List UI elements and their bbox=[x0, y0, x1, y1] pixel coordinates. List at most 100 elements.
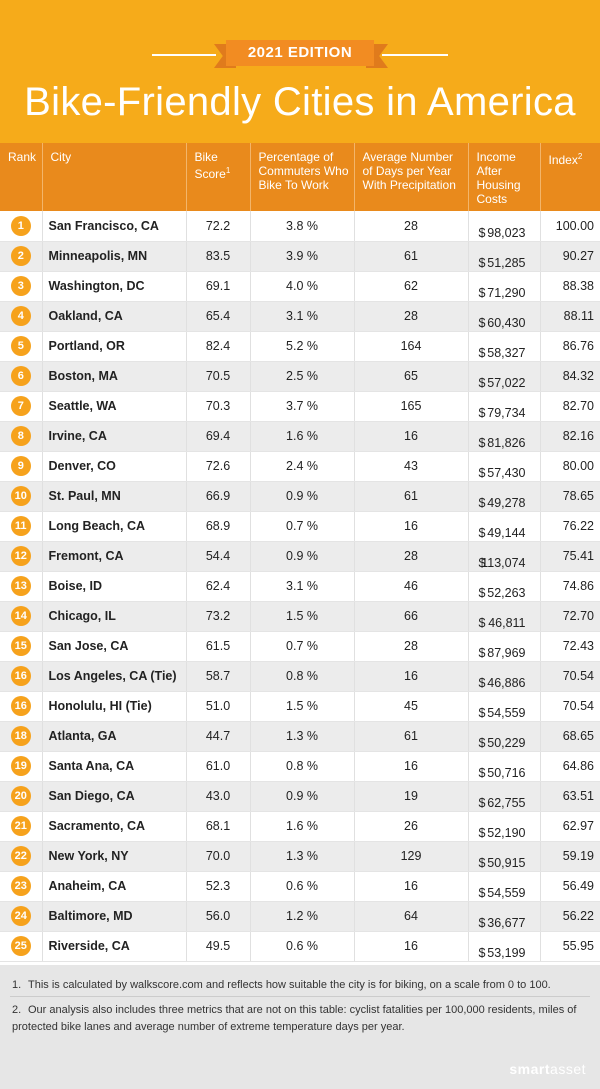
income-cell: $87,969 bbox=[468, 631, 541, 662]
smartasset-logo: smartasset bbox=[509, 1061, 586, 1077]
city-cell: Atlanta, GA bbox=[42, 721, 187, 752]
bike-score-cell: 62.4 bbox=[186, 571, 251, 602]
bike-score-cell: 70.3 bbox=[186, 391, 251, 422]
commuters-cell: 0.6 % bbox=[250, 871, 355, 902]
commuters-cell: 1.3 % bbox=[250, 721, 355, 752]
rank-cell: 25 bbox=[0, 931, 43, 962]
bike-score-cell: 58.7 bbox=[186, 661, 251, 692]
commuters-cell: 2.5 % bbox=[250, 361, 355, 392]
income-cell: $50,229 bbox=[468, 721, 541, 752]
currency-symbol: $ bbox=[478, 706, 486, 720]
bike-score-cell: 44.7 bbox=[186, 721, 251, 752]
income-amount: 98,023 bbox=[487, 225, 526, 240]
index-cell: 62.97 bbox=[540, 811, 600, 842]
precipitation-cell: 129 bbox=[354, 841, 469, 872]
commuters-cell: 0.9 % bbox=[250, 481, 355, 512]
rank-badge: 5 bbox=[10, 336, 31, 356]
currency-symbol: $ bbox=[478, 526, 486, 540]
rank-badge: 4 bbox=[10, 306, 31, 326]
bike-score-cell: 61.5 bbox=[186, 631, 251, 662]
income-amount: 49,144 bbox=[487, 526, 526, 540]
rank-cell: 9 bbox=[0, 451, 43, 482]
rank-cell: 14 bbox=[0, 601, 43, 632]
income-cell: $53,199 bbox=[468, 931, 541, 962]
table-row: 25 Riverside, CA 49.5 0.6 % 16 $53,199 55.95 bbox=[0, 931, 600, 962]
commuters-cell: 3.1 % bbox=[250, 571, 355, 602]
income-amount: 57,022 bbox=[487, 376, 526, 390]
precipitation-cell: 28 bbox=[354, 301, 469, 332]
precipitation-cell: 26 bbox=[354, 811, 469, 842]
rank-badge: 23 bbox=[10, 876, 31, 896]
rank-cell: 3 bbox=[0, 271, 43, 302]
col-header-city: City bbox=[42, 143, 187, 211]
index-cell: 88.11 bbox=[540, 301, 600, 332]
rank-badge: 2 bbox=[10, 246, 31, 266]
rank-cell: 23 bbox=[0, 871, 43, 902]
rank-badge: 6 bbox=[10, 366, 31, 386]
rank-badge: 15 bbox=[10, 636, 31, 656]
rank-cell: 24 bbox=[0, 901, 43, 932]
income-amount: 58,327 bbox=[487, 346, 526, 360]
commuters-cell: 0.9 % bbox=[250, 541, 355, 572]
index-cell: 75.41 bbox=[540, 541, 600, 572]
precipitation-cell: 65 bbox=[354, 361, 469, 392]
income-cell: $49,278 bbox=[468, 481, 541, 512]
currency-symbol: $ bbox=[478, 436, 486, 450]
currency-symbol: $ bbox=[478, 856, 486, 870]
bike-score-cell: 70.5 bbox=[186, 361, 251, 392]
bike-score-cell: 65.4 bbox=[186, 301, 251, 332]
currency-symbol: $ bbox=[478, 376, 486, 390]
index-cell: 86.76 bbox=[540, 331, 600, 362]
precipitation-cell: 16 bbox=[354, 661, 469, 692]
precipitation-cell: 16 bbox=[354, 751, 469, 782]
rank-cell: 15 bbox=[0, 631, 43, 662]
rank-cell: 16 bbox=[0, 661, 43, 692]
precipitation-cell: 19 bbox=[354, 781, 469, 812]
city-cell: Boise, ID bbox=[42, 571, 187, 602]
income-cell: $58,327 bbox=[468, 331, 541, 362]
rank-badge: 21 bbox=[10, 816, 31, 836]
commuters-cell: 3.8 % bbox=[250, 211, 355, 242]
bike-score-cell: 66.9 bbox=[186, 481, 251, 512]
city-cell: Fremont, CA bbox=[42, 541, 187, 572]
bike-score-cell: 83.5 bbox=[186, 241, 251, 272]
income-cell: $98,023 bbox=[468, 211, 541, 242]
precipitation-cell: 61 bbox=[354, 241, 469, 272]
table-row: 15 San Jose, CA 61.5 0.7 % 28 $87,969 72.43 bbox=[0, 631, 600, 662]
city-cell: Sacramento, CA bbox=[42, 811, 187, 842]
col-header-commuters: Percentage of Commuters Who Bike To Work bbox=[250, 143, 355, 211]
currency-symbol: $ bbox=[478, 346, 486, 360]
income-cell: $51,285 bbox=[468, 241, 541, 272]
table-row: 4 Oakland, CA 65.4 3.1 % 28 $60,430 88.11 bbox=[0, 301, 600, 332]
col-header-bike-score-label: Bike Score bbox=[194, 150, 226, 181]
col-header-precipitation: Average Number of Days per Year With Pre… bbox=[354, 143, 469, 211]
rank-cell: 22 bbox=[0, 841, 43, 872]
rankings-table: Rank City Bike Score1 Percentage of Comm… bbox=[0, 143, 600, 962]
city-cell: Washington, DC bbox=[42, 271, 187, 302]
income-cell: $52,263 bbox=[468, 571, 541, 602]
currency-symbol: $ bbox=[478, 256, 486, 270]
rank-cell: 8 bbox=[0, 421, 43, 452]
commuters-cell: 1.6 % bbox=[250, 421, 355, 452]
index-cell: 55.95 bbox=[540, 931, 600, 962]
currency-symbol: $ bbox=[478, 466, 486, 480]
income-amount: 113,074 bbox=[481, 556, 526, 570]
income-cell: $36,677 bbox=[468, 901, 541, 932]
footnote-2-number: 2. bbox=[12, 1004, 22, 1016]
table-row: 10 St. Paul, MN 66.9 0.9 % 61 $49,278 78.65 bbox=[0, 481, 600, 512]
index-cell: 82.70 bbox=[540, 391, 600, 422]
income-amount: 79,734 bbox=[487, 406, 526, 420]
rank-cell: 7 bbox=[0, 391, 43, 422]
bike-score-cell: 49.5 bbox=[186, 931, 251, 962]
currency-symbol: $ bbox=[478, 736, 486, 750]
income-amount: 53,199 bbox=[487, 946, 526, 960]
index-cell: 59.19 bbox=[540, 841, 600, 872]
income-cell: $113,074 bbox=[468, 541, 541, 572]
currency-symbol: $ bbox=[478, 496, 486, 510]
income-cell: $81,826 bbox=[468, 421, 541, 452]
table-row: 5 Portland, OR 82.4 5.2 % 164 $58,327 86.76 bbox=[0, 331, 600, 362]
rank-cell: 11 bbox=[0, 511, 43, 542]
city-cell: Los Angeles, CA (Tie) bbox=[42, 661, 187, 692]
index-cell: 63.51 bbox=[540, 781, 600, 812]
rank-badge: 16 bbox=[10, 666, 31, 686]
